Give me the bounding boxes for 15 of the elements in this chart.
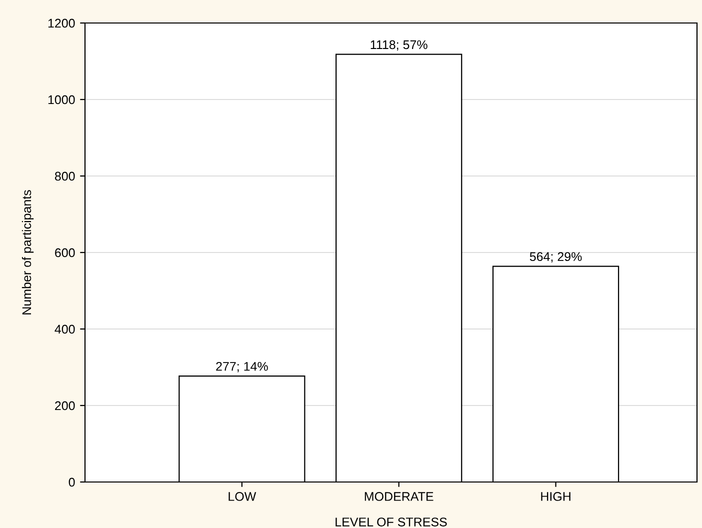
x-axis-title: LEVEL OF STRESS bbox=[336, 518, 447, 526]
y-tick-label: 600 bbox=[55, 248, 75, 258]
y-axis-title: Number of participants bbox=[22, 190, 34, 314]
y-tick-label: 200 bbox=[55, 401, 75, 410]
x-tick-label: MODERATE bbox=[364, 492, 434, 501]
y-tick-label: 1200 bbox=[48, 18, 75, 28]
y-tick-label: 0 bbox=[68, 478, 75, 487]
y-tick-label: 800 bbox=[54, 172, 75, 181]
y-tick-label: 1000 bbox=[48, 95, 75, 104]
data-label: 1118; 57% bbox=[370, 40, 428, 51]
data-label: 564; 29% bbox=[530, 252, 582, 262]
y-tick-label: 400 bbox=[54, 324, 75, 334]
data-label: 277; 14% bbox=[216, 362, 268, 372]
x-tick-label: HIGH bbox=[541, 492, 570, 501]
x-tick-label: LOW bbox=[228, 492, 256, 501]
